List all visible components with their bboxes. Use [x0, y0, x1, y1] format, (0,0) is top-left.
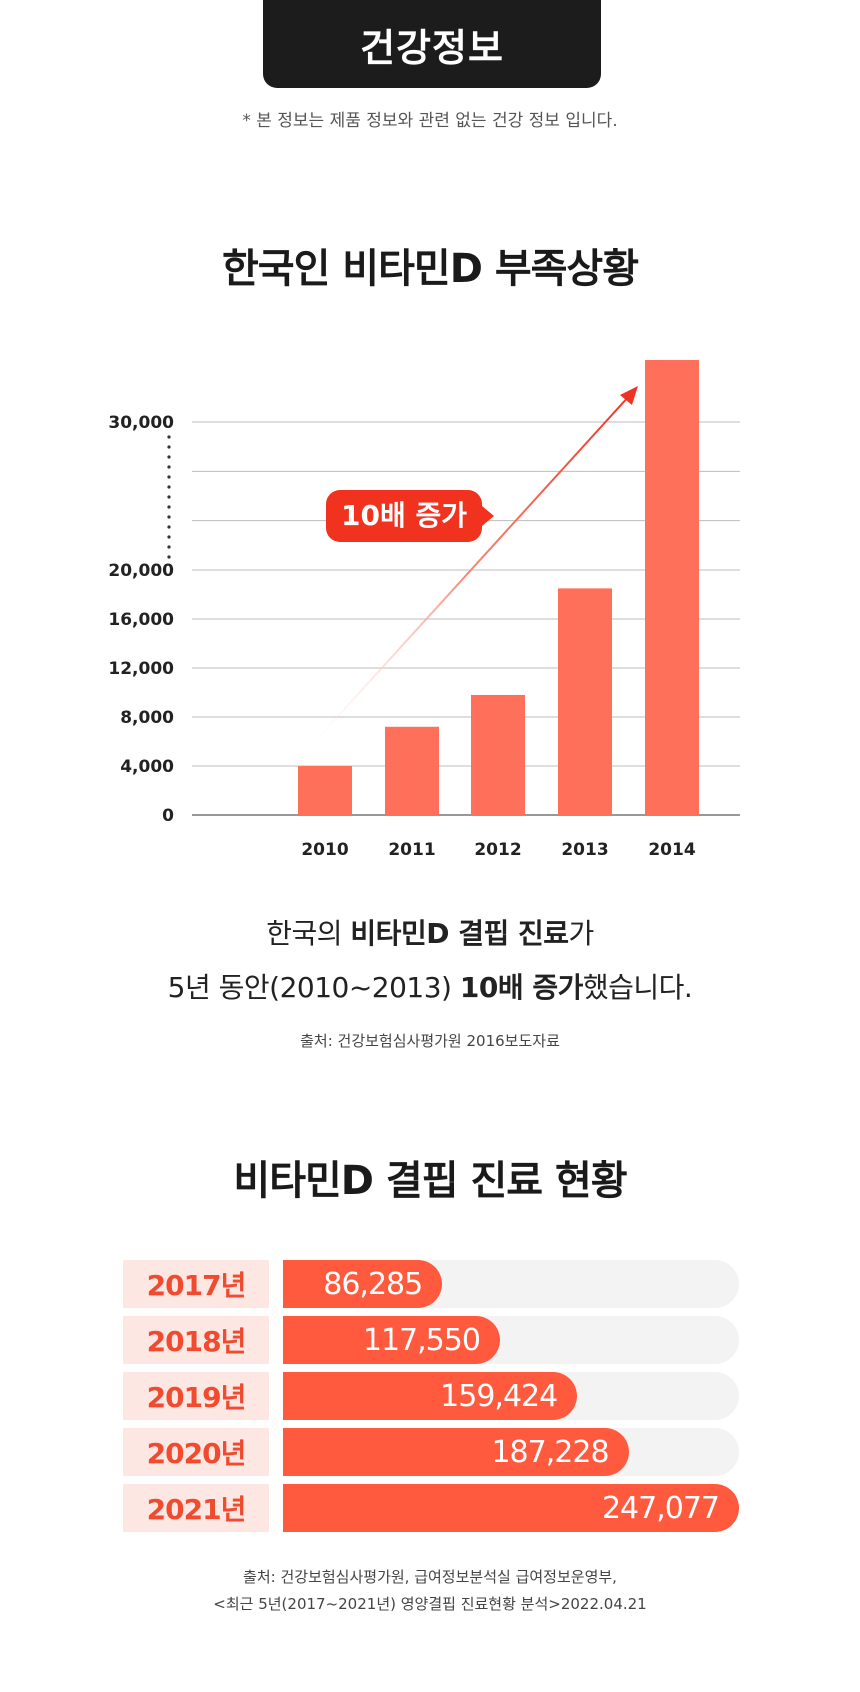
axis-break-dot [167, 475, 171, 479]
bar-track: 86,285 [283, 1260, 739, 1308]
bar-2020년: 187,228 [283, 1428, 629, 1476]
treatment-row: 2018년 117,550 [123, 1316, 739, 1364]
treatment-row: 2019년 159,424 [123, 1372, 739, 1420]
summary-text: 했습니다. [582, 971, 693, 1004]
bar-track: 247,077 [283, 1484, 739, 1532]
bar-2011 [385, 726, 439, 815]
x-tick-label: 2011 [388, 840, 435, 860]
year-label: 2019년 [123, 1372, 269, 1420]
bar-2018년: 117,550 [283, 1316, 500, 1364]
treatment-row: 2020년 187,228 [123, 1428, 739, 1476]
bar-2019년: 159,424 [283, 1372, 578, 1420]
axis-break-dot [167, 535, 171, 539]
x-tick-label: 2012 [474, 840, 521, 860]
section1-source: 출처: 건강보험심사평가원 2016보도자료 [300, 1032, 560, 1050]
callout-bubble [326, 490, 482, 542]
y-tick-label: 30,000 [108, 413, 174, 433]
year-label: 2021년 [123, 1484, 269, 1532]
section1-title: 한국인 비타민D 부족상황 [221, 246, 639, 292]
axis-break-dot [167, 445, 171, 449]
bar-track: 117,550 [283, 1316, 739, 1364]
axis-break-dot [167, 545, 171, 549]
x-tick-label: 2014 [648, 840, 695, 860]
x-tick-label: 2013 [561, 840, 608, 860]
year-label: 2018년 [123, 1316, 269, 1364]
summary-emphasis: 비타민D 결핍 진료 [350, 917, 569, 950]
summary-text: 5년 동안(2010~2013) [167, 971, 460, 1004]
summary-text: 가 [568, 917, 594, 950]
bar-2012 [471, 694, 525, 815]
disclaimer-notice: * 본 정보는 제품 정보와 관련 없는 건강 정보 입니다. [242, 111, 618, 131]
axis-break-dot [167, 455, 171, 459]
y-tick-label: 0 [162, 806, 174, 826]
axis-break-dot [167, 495, 171, 499]
year-label: 2017년 [123, 1260, 269, 1308]
treatment-row: 2021년 247,077 [123, 1484, 739, 1532]
treatment-row: 2017년 86,285 [123, 1260, 739, 1308]
summary-text: 한국의 [266, 917, 351, 950]
y-tick-label: 8,000 [120, 708, 174, 728]
axis-break-dot [167, 555, 171, 559]
bar-track: 187,228 [283, 1428, 739, 1476]
axis-break-dot [167, 465, 171, 469]
axis-break-dot [167, 485, 171, 489]
y-tick-label: 4,000 [120, 757, 174, 777]
vitamin-d-deficiency-bar-chart: 0 4,000 8,000 12,000 16,000 20,000 30,000 2010 2… [108, 360, 740, 860]
x-tick-label: 2010 [301, 840, 348, 860]
axis-break-dot [167, 515, 171, 519]
y-tick-label: 16,000 [108, 610, 174, 630]
section2-source-line-2: <최근 5년(2017~2021년) 영양결핍 진료현황 분석>2022.04.… [213, 1595, 647, 1613]
axis-break-dot [167, 435, 171, 439]
bar-track: 159,424 [283, 1372, 739, 1420]
health-info-tab: 건강정보 [263, 0, 601, 88]
section2-title: 비타민D 결핍 진료 현황 [233, 1158, 627, 1204]
y-tick-label: 20,000 [108, 561, 174, 581]
bar-2021년: 247,077 [283, 1484, 739, 1532]
y-tick-label: 12,000 [108, 659, 174, 679]
axis-break-dot [167, 505, 171, 509]
callout-pointer-icon [482, 506, 494, 526]
bar-2014 [645, 360, 699, 815]
growth-arrow-line [299, 394, 631, 759]
growth-arrow-head-icon [620, 386, 638, 405]
bar-2010 [298, 766, 352, 815]
callout-label: 10배 증가 [341, 499, 467, 532]
axis-break-dot [167, 525, 171, 529]
section2-source-line-1: 출처: 건강보험심사평가원, 급여정보분석실 급여정보운영부, [243, 1568, 617, 1586]
summary-line-1: 한국의 비타민D 결핍 진료가 [0, 912, 860, 952]
summary-line-2: 5년 동안(2010~2013) 10배 증가했습니다. [0, 966, 860, 1006]
summary-emphasis: 10배 증가 [459, 971, 584, 1004]
bar-2013 [558, 588, 612, 815]
bar-2017년: 86,285 [283, 1260, 443, 1308]
year-label: 2020년 [123, 1428, 269, 1476]
